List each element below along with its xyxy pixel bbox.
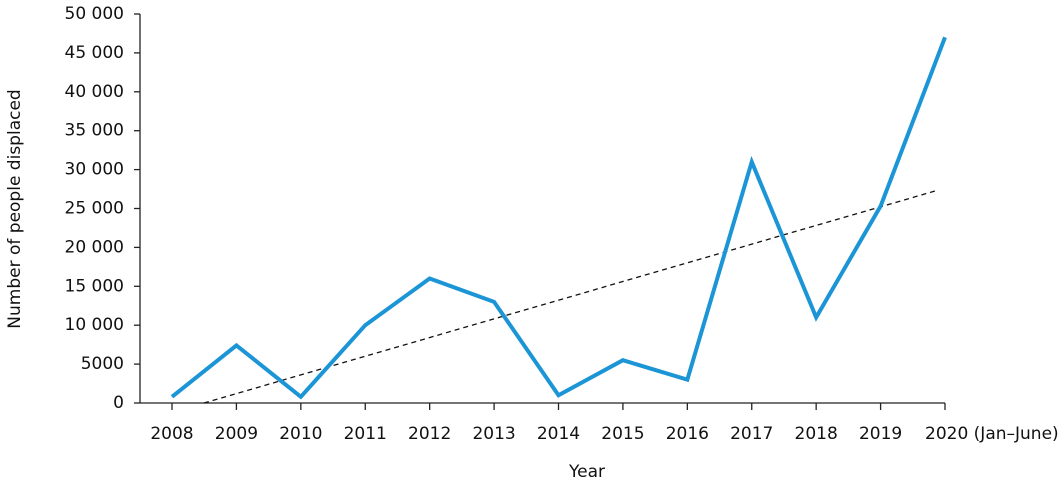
data-line <box>170 36 947 400</box>
y-tick-label: 40 000 <box>65 82 124 102</box>
y-tick-label: 35 000 <box>65 121 124 141</box>
x-tick-label: 2011 <box>344 424 387 444</box>
x-tick-label: 2014 <box>537 424 580 444</box>
y-tick-label: 5000 <box>81 354 124 374</box>
x-tick-label: 2018 <box>795 424 838 444</box>
x-tick-label: 2015 <box>601 424 644 444</box>
y-axis-title: Number of people displaced <box>5 89 25 328</box>
x-tick-label: 2019 <box>859 424 902 444</box>
y-tick-label: 0 <box>113 393 124 413</box>
x-tick-label: 2013 <box>472 424 515 444</box>
y-tick-label: 50 000 <box>65 4 124 24</box>
y-tick-label: 15 000 <box>65 276 124 296</box>
y-tick-label: 25 000 <box>65 199 124 219</box>
x-tick-label: 2008 <box>150 424 193 444</box>
y-tick-label: 20 000 <box>65 237 124 257</box>
x-tick-label: 2010 <box>279 424 322 444</box>
x-tick-label: 2009 <box>215 424 258 444</box>
y-tick-label: 30 000 <box>65 160 124 180</box>
y-tick-label: 10 000 <box>65 315 124 335</box>
y-tick-label: 45 000 <box>65 43 124 63</box>
x-tick-label: 2020 (Jan–June) <box>925 424 1059 444</box>
x-tick-label: 2012 <box>408 424 451 444</box>
x-axis-title: Year <box>568 462 605 482</box>
x-tick-label: 2017 <box>730 424 773 444</box>
x-tick-label: 2016 <box>666 424 709 444</box>
